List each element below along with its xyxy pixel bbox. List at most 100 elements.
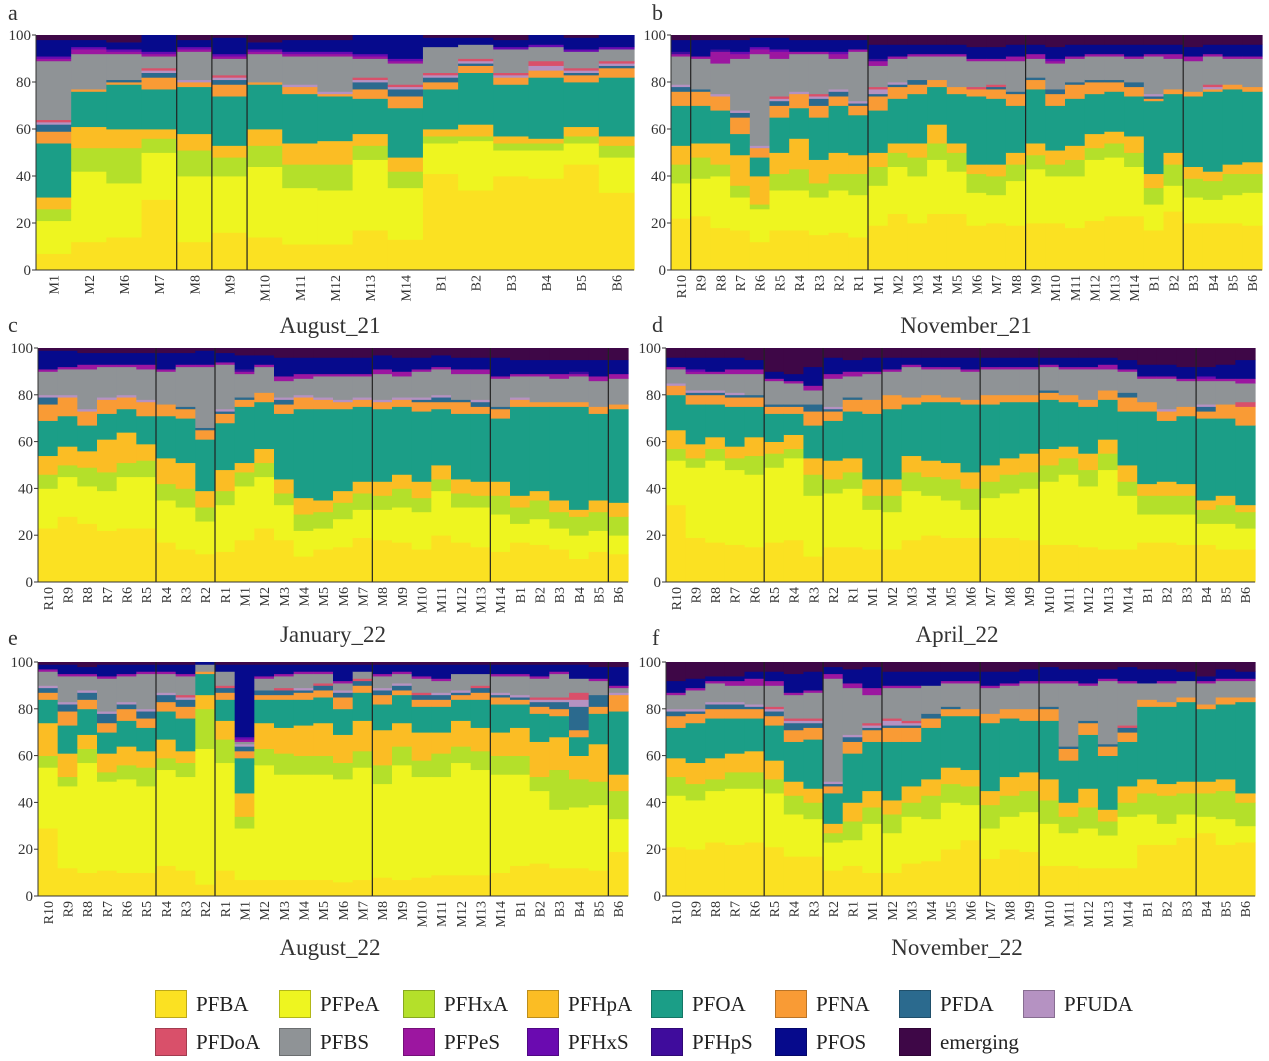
segment-emerging bbox=[764, 348, 785, 372]
x-tick-label: B6 bbox=[612, 901, 627, 917]
segment-pfpea bbox=[1039, 823, 1060, 866]
segment-pfos bbox=[106, 42, 143, 50]
segment-pfhpa bbox=[1117, 465, 1138, 482]
segment-emerging bbox=[666, 662, 687, 682]
segment-pfpes bbox=[293, 671, 314, 675]
segment-pfbs bbox=[685, 690, 706, 710]
segment-pfba bbox=[451, 874, 472, 897]
x-tick-label: B5 bbox=[593, 901, 608, 917]
segment-pfpea bbox=[234, 486, 255, 541]
x-tick-label: R8 bbox=[709, 587, 724, 603]
segment-pfhxa bbox=[175, 488, 196, 508]
legend-item-pfda: PFDA bbox=[899, 990, 1023, 1018]
segment-pfoa bbox=[411, 706, 432, 733]
segment-pfba bbox=[608, 851, 629, 897]
segment-pfna bbox=[685, 713, 706, 724]
segment-pfoa bbox=[842, 411, 863, 459]
segment-pfna bbox=[247, 82, 283, 85]
segment-pfos bbox=[490, 357, 511, 377]
bar-B6 bbox=[1235, 348, 1256, 583]
segment-pfhpa bbox=[823, 460, 844, 480]
segment-pfpes bbox=[769, 51, 790, 59]
bar-B5 bbox=[1215, 662, 1236, 897]
segment-pfpea bbox=[666, 795, 687, 848]
x-tick-label: M13 bbox=[1102, 587, 1117, 613]
segment-pfna bbox=[986, 89, 1007, 99]
segment-pfoa bbox=[881, 408, 903, 480]
segment-pfhpa bbox=[136, 443, 157, 461]
segment-pfos bbox=[808, 39, 830, 52]
segment-pfhxa bbox=[907, 157, 928, 177]
segment-emerging bbox=[887, 35, 908, 45]
segment-pfhxs bbox=[730, 51, 751, 55]
segment-pfda bbox=[392, 685, 413, 691]
segment-pfna bbox=[783, 406, 805, 414]
segment-pfhpa bbox=[1065, 145, 1086, 160]
panel-title: August_22 bbox=[280, 935, 381, 960]
segment-pfuda bbox=[176, 79, 213, 83]
bar-B1 bbox=[1143, 35, 1165, 271]
segment-pfuda bbox=[431, 692, 452, 696]
legend-label: PFPeA bbox=[320, 991, 380, 1016]
segment-pfos bbox=[803, 671, 824, 691]
segment-pfoa bbox=[783, 741, 805, 782]
segment-pfbs bbox=[744, 685, 765, 705]
segment-pfhpa bbox=[940, 767, 962, 785]
x-tick-label: M7 bbox=[153, 275, 168, 294]
segment-pfna bbox=[1117, 397, 1138, 412]
segment-pfba bbox=[1058, 865, 1079, 897]
segment-pfpes bbox=[234, 739, 255, 742]
segment-pfpea bbox=[116, 476, 137, 529]
segment-pfbs bbox=[352, 671, 373, 679]
segment-pfpea bbox=[960, 804, 981, 841]
segment-pfuda bbox=[685, 390, 706, 393]
bar-M8 bbox=[372, 662, 393, 897]
segment-pfbs bbox=[999, 685, 1020, 710]
segment-emerging bbox=[106, 35, 143, 43]
segment-pfbs bbox=[57, 676, 78, 703]
segment-pfpea bbox=[1045, 176, 1066, 224]
segment-pfhxa bbox=[528, 143, 565, 151]
segment-pfhpa bbox=[946, 143, 968, 153]
segment-emerging bbox=[1065, 35, 1086, 45]
segment-pfna bbox=[1183, 91, 1204, 97]
x-tick-label: B3 bbox=[553, 587, 568, 603]
segment-pfda bbox=[1058, 746, 1079, 749]
segment-pfhxa bbox=[38, 755, 59, 768]
legend-swatch bbox=[775, 990, 807, 1018]
x-tick-label: M1 bbox=[872, 275, 887, 294]
segment-pfoa bbox=[980, 404, 1001, 466]
segment-pfhxa bbox=[960, 488, 981, 510]
x-tick-label: M12 bbox=[1089, 275, 1104, 301]
segment-pfpea bbox=[352, 767, 373, 881]
segment-pfda bbox=[823, 783, 844, 787]
segment-pfhpa bbox=[1156, 783, 1178, 796]
segment-pfhxa bbox=[1137, 793, 1158, 815]
segment-pfhpa bbox=[431, 465, 452, 480]
segment-pfpea bbox=[431, 490, 452, 536]
segment-pfbs bbox=[215, 364, 236, 410]
segment-pfoa bbox=[549, 715, 570, 738]
segment-pfoa bbox=[175, 418, 196, 464]
segment-pfbs bbox=[97, 366, 118, 398]
segment-pfpea bbox=[1039, 481, 1060, 545]
segment-pfda bbox=[490, 694, 511, 698]
segment-pfpes bbox=[608, 685, 629, 689]
segment-pfoa bbox=[282, 93, 319, 144]
segment-pfba bbox=[510, 542, 531, 583]
segment-pfoa bbox=[1104, 91, 1125, 132]
segment-pfda bbox=[422, 77, 459, 83]
segment-emerging bbox=[175, 662, 196, 665]
segment-pfba bbox=[282, 244, 319, 271]
x-tick-label: B1 bbox=[1148, 275, 1163, 291]
segment-pfuda bbox=[569, 699, 590, 707]
x-tick-label: M2 bbox=[258, 587, 273, 606]
segment-pfba bbox=[372, 877, 393, 897]
segment-pfba bbox=[195, 553, 216, 583]
segment-pfdoa bbox=[769, 96, 790, 99]
segment-pfbs bbox=[1019, 683, 1040, 710]
segment-emerging bbox=[215, 348, 236, 354]
segment-pfoa bbox=[881, 741, 903, 801]
segment-pfhxs bbox=[282, 51, 319, 55]
